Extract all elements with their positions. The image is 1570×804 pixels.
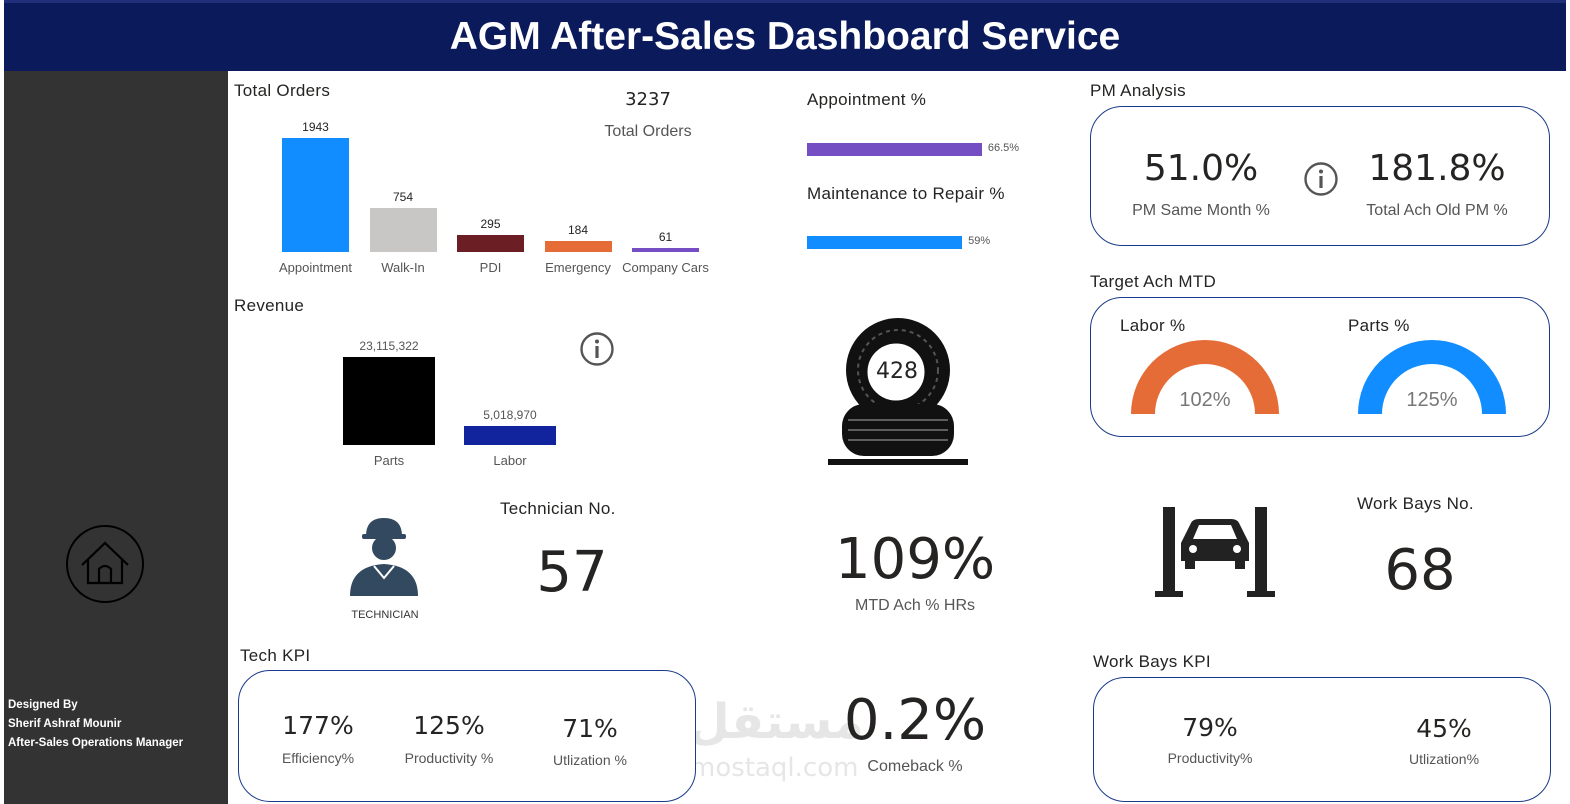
tech-productivity-value: 125% xyxy=(413,711,485,740)
header-banner: AGM After-Sales Dashboard Service xyxy=(4,0,1566,71)
labor-gauge-label: Labor % xyxy=(1120,316,1186,335)
parts-gauge-label: Parts % xyxy=(1348,316,1410,335)
labor-gauge xyxy=(1131,340,1279,414)
parts-gauge-value: 125% xyxy=(1406,389,1458,411)
sidebar xyxy=(4,71,228,804)
credit-role: After-Sales Operations Manager xyxy=(8,737,184,749)
bays-productivity-label: Productivity% xyxy=(1167,750,1253,766)
car-lift-icon xyxy=(1155,507,1275,597)
credit-designed-by: Designed By xyxy=(8,699,78,711)
hbar-value-label: 59% xyxy=(968,235,991,247)
bays-utilization-value: 45% xyxy=(1416,714,1472,743)
total-orders-card-label: Total Orders xyxy=(604,123,692,140)
bar-value-label: 23,115,322 xyxy=(359,339,419,353)
bar-category-label: Appointment xyxy=(279,260,352,275)
bar-category-label: Labor xyxy=(493,453,527,468)
bar-company-cars[interactable] xyxy=(632,248,699,252)
comeback-value: 0.2% xyxy=(843,688,987,753)
pm-info-icon[interactable] xyxy=(1303,161,1339,197)
bar-labor[interactable] xyxy=(464,425,556,445)
tech-kpi-card xyxy=(238,670,696,802)
bar-appointment[interactable] xyxy=(282,138,349,252)
bays-productivity-value: 79% xyxy=(1182,713,1238,742)
bar-category-label: Company Cars xyxy=(622,260,709,275)
hbar-appointment[interactable] xyxy=(807,143,982,156)
technician-title: Technician No. xyxy=(500,499,616,518)
pm-same-month-label: PM Same Month % xyxy=(1132,202,1270,219)
total-orders-chart: 1943 Appointment 754 Walk-In 295 PDI 184 Emerge… xyxy=(270,110,710,305)
bays-utilization-label: Utlization% xyxy=(1408,751,1480,767)
pm-old-value: 181.8% xyxy=(1368,148,1506,189)
tire-value: 428 xyxy=(876,359,918,384)
revenue-chart: 23,115,322 Parts 5,018,970 Labor xyxy=(330,330,580,470)
bar-pdi[interactable] xyxy=(457,234,524,252)
info-icon[interactable] xyxy=(579,331,615,367)
technician-caption: TECHNICIAN xyxy=(351,609,419,621)
bar-category-label: Walk-In xyxy=(381,260,425,275)
hbar-maintenance-to-repair[interactable] xyxy=(807,236,963,249)
work-bays-value: 68 xyxy=(1384,538,1456,603)
home-icon[interactable] xyxy=(64,523,146,605)
bar-category-label: PDI xyxy=(479,260,502,275)
total-orders-title: Total Orders xyxy=(234,81,331,100)
tire-icon xyxy=(828,318,968,465)
hbar-value-label: 66.5% xyxy=(987,142,1020,154)
bar-emergency[interactable] xyxy=(544,241,612,252)
bar-value-label: 295 xyxy=(480,216,501,231)
parts-gauge-arc xyxy=(1358,340,1506,414)
pm-same-month-value: 51.0% xyxy=(1143,148,1259,189)
tech-utilization-label: Utlization % xyxy=(553,752,627,768)
tech-efficiency-value: 177% xyxy=(282,711,354,740)
comeback-label: Comeback % xyxy=(867,758,963,775)
maintenance-pct-title: Maintenance to Repair % xyxy=(807,184,1005,203)
work-bays-kpi-card xyxy=(1093,677,1551,802)
tech-efficiency-label: Efficiency% xyxy=(281,750,355,766)
tech-productivity-label: Productivity % xyxy=(404,750,494,766)
target-ach-title: Target Ach MTD xyxy=(1090,272,1217,291)
total-orders-card-value: 3237 xyxy=(625,89,671,110)
tech-kpi-title: Tech KPI xyxy=(240,646,311,665)
revenue-title: Revenue xyxy=(234,296,305,315)
dashboard-title: AGM After-Sales Dashboard Service xyxy=(449,15,1121,58)
mtd-ach-label: MTD Ach % HRs xyxy=(854,597,975,614)
technician-value: 57 xyxy=(536,540,608,605)
horizontal-bar-chart: 66.5% 59% xyxy=(807,135,1067,255)
labor-gauge-value: 102% xyxy=(1179,389,1231,411)
bar-value-label: 754 xyxy=(392,189,414,204)
bar-value-label: 61 xyxy=(658,230,673,245)
bar-category-label: Emergency xyxy=(545,260,611,275)
work-bays-title: Work Bays No. xyxy=(1357,494,1474,513)
bar-value-label: 184 xyxy=(567,223,589,238)
parts-gauge xyxy=(1358,340,1506,414)
watermark-arabic: مستقل xyxy=(688,694,864,750)
pm-analysis-title: PM Analysis xyxy=(1090,81,1186,100)
appointment-pct-title: Appointment % xyxy=(807,90,927,109)
left-edge xyxy=(0,0,4,804)
pm-old-label: Total Ach Old PM % xyxy=(1366,202,1508,219)
bar-parts[interactable] xyxy=(343,357,435,445)
bar-value-label: 5,018,970 xyxy=(483,407,537,422)
bar-category-label: Parts xyxy=(373,453,405,468)
mtd-ach-value: 109% xyxy=(834,527,996,592)
tech-utilization-value: 71% xyxy=(562,714,618,743)
bar-value-label: 1943 xyxy=(302,120,329,134)
labor-gauge-arc xyxy=(1131,340,1279,414)
watermark-latin: mostaql.com xyxy=(690,753,859,783)
technician-icon xyxy=(350,518,418,596)
credit-name: Sherif Ashraf Mounir xyxy=(8,718,122,730)
bar-walk-in[interactable] xyxy=(369,207,437,252)
work-bays-kpi-title: Work Bays KPI xyxy=(1093,652,1211,671)
